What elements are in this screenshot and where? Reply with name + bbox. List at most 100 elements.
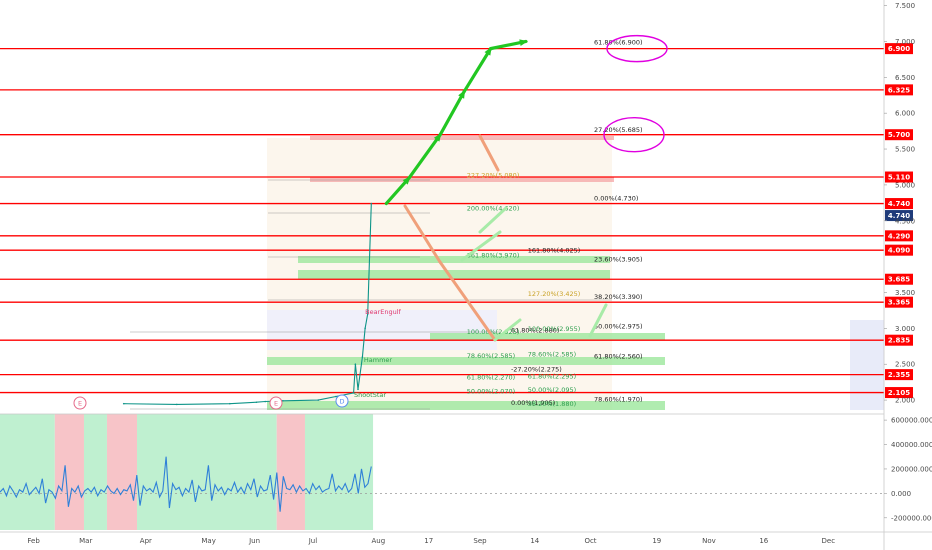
price-tick-label: 6.500 (895, 74, 915, 82)
level-tag (885, 171, 913, 183)
fib-label: 361.80%(3.970) (467, 251, 520, 259)
level-tag (885, 296, 913, 308)
time-tick-label: Nov (702, 537, 716, 545)
event-marker-label: D (339, 397, 344, 405)
time-tick-label: Oct (584, 537, 596, 545)
indicator-tick-label: 400000.000 (891, 441, 932, 449)
price-point (370, 202, 373, 205)
pattern-annotation: BearEngulf (365, 308, 401, 316)
projection-arrow (462, 47, 493, 94)
level-tag-label: 3.365 (888, 299, 910, 307)
fib-label: 61.80%(2.560) (594, 352, 642, 360)
fib-label: 61.80%(2.295) (528, 373, 576, 381)
event-marker-label: E (274, 399, 278, 407)
pattern-annotation: Hammer (364, 356, 393, 364)
price-point (229, 402, 231, 405)
level-tag-label: 2.105 (888, 389, 910, 397)
price-point (354, 363, 357, 366)
fib-label: 61.80%(2.880) (511, 327, 559, 335)
indicator-tick-label: -200000.000 (891, 514, 932, 522)
price-tick-label: 5.500 (895, 146, 915, 154)
fib-label: 38.20%(3.390) (594, 293, 642, 301)
price-tick-label: 6.000 (895, 110, 915, 118)
fib-band-green (267, 401, 665, 410)
level-tag-label: 3.685 (888, 276, 910, 284)
fib-label: 78.60%(2.585) (528, 350, 576, 358)
time-tick-label: 17 (424, 537, 433, 545)
time-tick-label: Apr (140, 537, 152, 545)
fib-band-green (298, 256, 610, 263)
price-point (335, 395, 337, 398)
time-tick-label: Feb (27, 537, 40, 545)
fib-band-green (430, 333, 665, 340)
faded-arrow (588, 303, 608, 338)
level-tag-label: 4.290 (888, 232, 910, 240)
fib-band-green (298, 270, 610, 279)
price-tick-label: 2.500 (895, 361, 915, 369)
time-tick-label: 16 (759, 537, 768, 545)
level-tag-label: 4.740 (888, 200, 910, 208)
level-tag-label: 5.110 (888, 174, 910, 182)
fib-zone-lavender (267, 310, 497, 350)
price-point (264, 400, 267, 403)
fib-label: 50.00%(2.070) (467, 388, 515, 396)
indicator-zone (106, 414, 138, 530)
price-tick-label: 7.000 (895, 38, 915, 46)
fib-label: 50.00%(2.975) (594, 322, 642, 330)
fib-label: 227.20%(5.080) (467, 172, 520, 180)
time-tick-label: May (201, 537, 215, 545)
fib-band-red (310, 136, 614, 140)
faded-arrow (438, 260, 497, 342)
time-tick-label: Jul (308, 537, 318, 545)
level-tag-label: 6.325 (888, 86, 910, 94)
price-point (122, 402, 125, 405)
price-point (176, 403, 178, 406)
indicator-line (0, 456, 372, 512)
level-tag (885, 198, 913, 210)
fib-label: 161.80%(4.025) (528, 246, 581, 254)
target-highlight (603, 116, 665, 153)
target-highlight (606, 34, 668, 63)
time-tick-label: Mar (79, 537, 92, 545)
level-tag (885, 129, 913, 141)
price-point (352, 392, 355, 394)
projection-arrowhead (519, 39, 528, 46)
event-marker-label: E (78, 399, 82, 407)
faded-arrow (403, 204, 442, 264)
current-price-tag (885, 210, 913, 222)
level-tag-label: 2.355 (888, 371, 910, 379)
time-tick-label: Aug (372, 537, 386, 545)
price-tick-label: 3.000 (895, 325, 915, 333)
price-point (364, 327, 366, 330)
level-tag-label: 6.900 (888, 45, 910, 53)
indicator-tick-label: 600000.000 (891, 417, 932, 425)
fib-label: 100.00%(2.925) (467, 328, 520, 336)
indicator-zone (304, 414, 374, 530)
fib-label: 200.00%(4.620) (467, 205, 520, 213)
faded-arrow (460, 230, 502, 262)
level-tag (885, 43, 913, 55)
level-tag (885, 230, 913, 242)
faded-arrow (478, 134, 500, 172)
price-tick-label: 2.000 (895, 397, 915, 405)
indicator-zone (54, 414, 84, 530)
event-marker (269, 396, 283, 410)
price-tick-label: 4.500 (895, 217, 915, 225)
volume-profile (850, 320, 884, 410)
level-tag (885, 84, 913, 96)
price-point (282, 400, 284, 402)
fib-label: 78.60%(1.970) (594, 396, 642, 404)
level-tag (885, 273, 913, 285)
price-point (366, 313, 369, 315)
fib-band-red (310, 177, 614, 182)
time-tick-label: Dec (822, 537, 836, 545)
event-marker (73, 396, 87, 410)
indicator-zone (276, 414, 305, 530)
price-point (255, 401, 258, 404)
fib-label: 78.60%(2.585) (467, 352, 515, 360)
indicator-tick-label: 0.000 (891, 490, 911, 498)
price-tick-label: 7.500 (895, 2, 915, 10)
fib-label: 100.00%(2.955) (528, 325, 581, 333)
